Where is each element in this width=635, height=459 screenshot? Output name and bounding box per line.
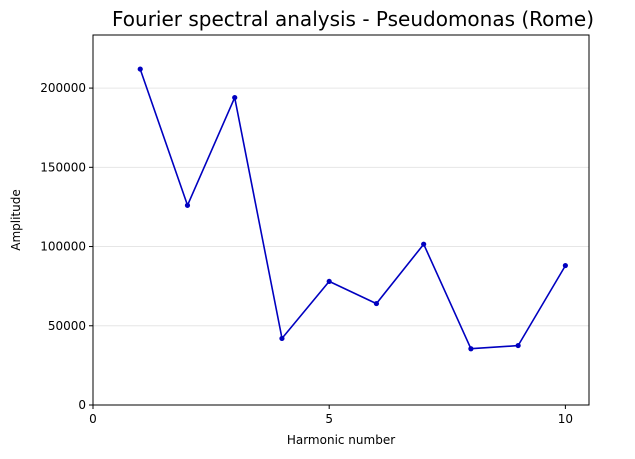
y-axis-label: Amplitude <box>9 189 23 251</box>
data-point <box>232 94 238 101</box>
plot-frame <box>92 34 590 406</box>
y-axis: 0 50000 100000 150000 200000 <box>40 81 93 412</box>
gridlines <box>93 87 589 327</box>
x-tick-label: 10 <box>558 412 573 426</box>
data-point <box>184 202 191 208</box>
data-point <box>421 241 427 247</box>
x-axis-label: Harmonic number <box>287 433 395 447</box>
y-tick-label: 200000 <box>40 81 86 95</box>
data-point <box>326 278 332 285</box>
chart-title: Fourier spectral analysis - Pseudomonas … <box>112 7 594 31</box>
data-point <box>515 342 521 349</box>
y-tick-label: 0 <box>78 398 86 412</box>
y-tick-label: 50000 <box>48 319 86 333</box>
data-point <box>468 346 474 352</box>
data-point <box>137 66 143 72</box>
series-line <box>139 68 567 350</box>
x-tick-label: 5 <box>325 412 333 426</box>
series-layer <box>137 66 568 352</box>
data-point <box>562 262 568 269</box>
y-tick-label: 150000 <box>40 160 86 174</box>
x-axis: 0 5 10 <box>89 405 573 426</box>
y-tick-label: 100000 <box>40 240 86 254</box>
data-point <box>279 335 285 342</box>
data-point <box>373 300 380 307</box>
x-tick-label: 0 <box>89 412 97 426</box>
